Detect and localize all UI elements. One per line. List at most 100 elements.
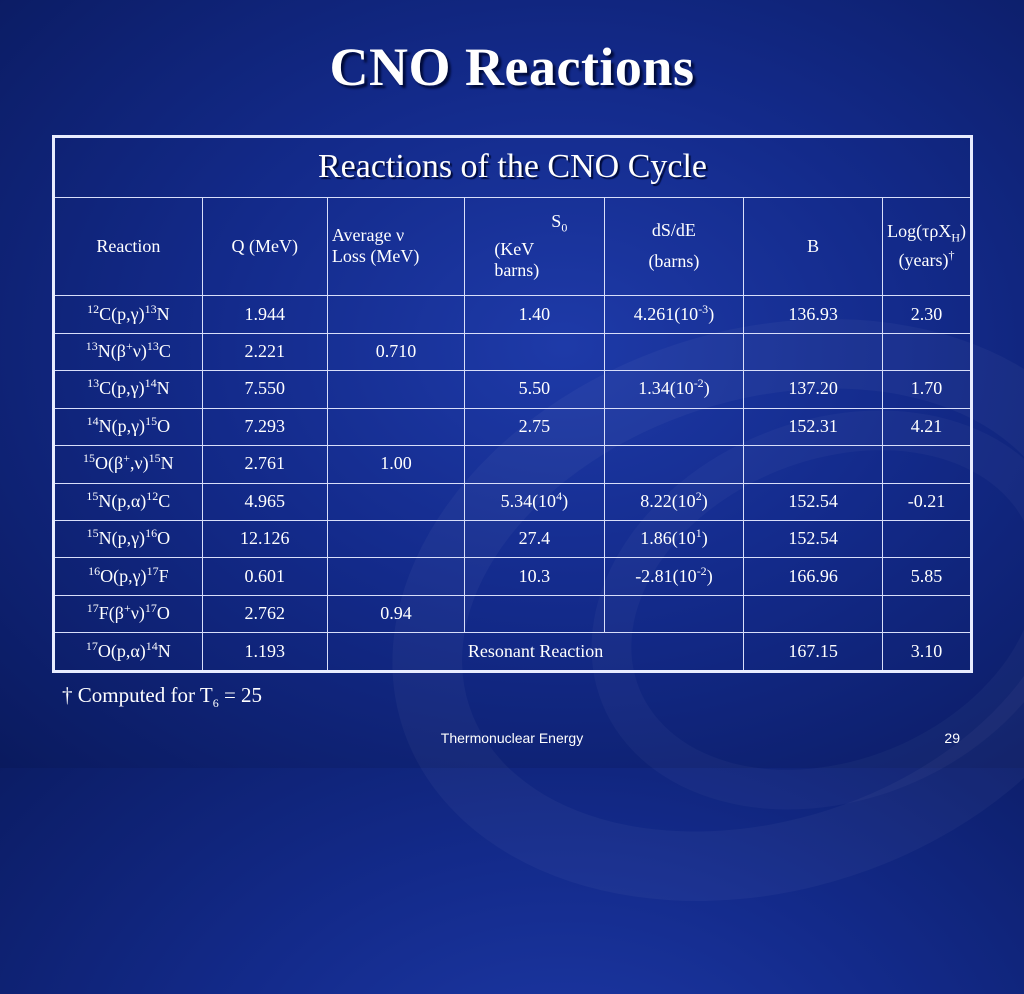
cno-reactions-table: Reactions of the CNO Cycle Reaction Q (M… [52, 135, 973, 673]
resonant-reaction-cell: Resonant Reaction [326, 632, 745, 672]
s0-value: 1.40 [518, 303, 551, 324]
reaction-cell: 15N(p,γ)16O [53, 519, 203, 559]
dsde-exponent: -2 [696, 563, 707, 578]
header-avg-line2: Loss (MeV) [331, 246, 420, 267]
footer-label: Thermonuclear Energy [440, 730, 584, 746]
reaction-text: N(p,α) [98, 490, 147, 511]
product-element: N [157, 640, 171, 661]
footnote-text: Computed for T [72, 683, 213, 707]
isotope-mass: 15 [145, 413, 158, 428]
reaction-cell: 15N(p,α)12C [53, 482, 203, 521]
isotope-mass: 12 [87, 301, 100, 316]
isotope-mass: 12 [146, 488, 159, 503]
log-cell [882, 445, 972, 484]
footnote-rest: = 25 [218, 683, 263, 707]
isotope-mass: 17 [85, 638, 98, 653]
avg-nu-loss-cell: 0.94 [326, 594, 466, 634]
isotope-mass: 15 [86, 526, 99, 541]
table-row: 15N(p,γ)16O 12.126 27.4 1.86(101) 152.54 [53, 519, 972, 559]
product-element: O [157, 415, 171, 436]
dsde-cell [603, 594, 745, 634]
b-cell: 167.15 [743, 632, 884, 672]
product-element: O [157, 528, 171, 549]
table-row: 13C(p,γ)14N 7.550 5.50 1.34(10-2) 137.20 1.70 [53, 370, 972, 409]
isotope-mass: 15 [86, 488, 99, 503]
dsde-value: 4.261(10 [633, 303, 699, 324]
header-log-dagger: † [948, 248, 955, 263]
header-reaction: Reaction [53, 196, 203, 297]
s0-value: 10.3 [518, 565, 551, 586]
reaction-cell: 14N(p,γ)15O [53, 407, 203, 447]
dsde-tail: ) [701, 490, 708, 511]
header-log: Log(τρXH) (years)† [882, 196, 972, 297]
log-cell: 5.85 [882, 557, 972, 596]
b-cell: 152.54 [743, 482, 884, 521]
dsde-exponent: 2 [695, 488, 702, 503]
s0-cell [464, 594, 605, 634]
table-row: 13N(β+ν)13C 2.221 0.710 [53, 332, 972, 372]
q-cell: 4.965 [201, 482, 328, 521]
b-cell [743, 332, 884, 372]
b-cell [743, 445, 884, 484]
product-element: F [158, 565, 169, 586]
avg-nu-loss-cell [326, 519, 466, 559]
log-cell: 1.70 [882, 370, 972, 409]
s0-exponent: 4 [556, 488, 563, 503]
s0-cell: 2.75 [464, 407, 605, 447]
q-cell: 7.293 [201, 407, 328, 447]
dagger-symbol: † [62, 683, 73, 707]
header-log-post: ) [960, 220, 966, 241]
s0-cell [464, 445, 605, 484]
avg-nu-loss-cell [326, 295, 466, 334]
header-avg-nu-loss: Average ν Loss (MeV) [326, 196, 466, 297]
table-row: 15N(p,α)12C 4.965 5.34(104) 8.22(102) 152.54… [53, 482, 972, 521]
dsde-cell [603, 445, 745, 484]
reaction-text: C(p,γ) [99, 378, 145, 399]
s0-value: 27.4 [518, 528, 551, 549]
isotope-mass: 15 [148, 451, 161, 466]
header-log-pre: Log(τρX [887, 220, 952, 241]
header-log-sub: H [951, 230, 960, 245]
beta-plus-sup: + [125, 339, 133, 353]
footnote-sub: 6 [212, 696, 219, 711]
avg-nu-loss-cell: 0.710 [326, 332, 466, 372]
header-dsde-line1: dS/dE [651, 219, 696, 240]
b-cell: 152.31 [743, 407, 884, 447]
s0-value: 5.34(10 [500, 490, 557, 511]
table-row: 17O(p,α)14N 1.193 Resonant Reaction 167.… [53, 632, 972, 672]
reaction-text: N(p,γ) [98, 528, 146, 549]
dsde-value: -2.81(10 [635, 565, 697, 586]
reaction-text: O(p,α) [97, 640, 146, 661]
dsde-cell: 8.22(102) [603, 482, 745, 521]
header-s0-sub: 0 [561, 220, 568, 235]
q-cell: 0.601 [201, 557, 328, 596]
dsde-cell: 4.261(10-3) [603, 295, 745, 334]
header-s0-symbol: S [551, 211, 562, 232]
footnote: † Computed for T6 = 25 [62, 683, 263, 711]
q-cell: 2.762 [201, 594, 328, 634]
header-s0-line2: (KeV [494, 238, 535, 259]
dsde-cell: -2.81(10-2) [603, 557, 745, 596]
page-number: 29 [944, 730, 960, 746]
dsde-tail: ) [708, 303, 715, 324]
b-cell: 136.93 [743, 295, 884, 334]
b-cell: 166.96 [743, 557, 884, 596]
avg-nu-loss-cell [326, 407, 466, 447]
slide-title: CNO Reactions [329, 37, 695, 97]
reaction-text: F(β [98, 603, 124, 624]
reaction-text-tail: ν) [130, 603, 145, 624]
header-log-line2: (years) [898, 250, 949, 271]
dsde-cell: 1.34(10-2) [603, 370, 745, 409]
beta-plus-sup: + [123, 451, 130, 466]
table-caption: Reactions of the CNO Cycle [53, 136, 972, 198]
product-element: O [156, 603, 170, 624]
s0-cell: 1.40 [464, 295, 605, 334]
reaction-cell: 17O(p,α)14N [53, 632, 203, 672]
header-q: Q (MeV) [201, 196, 328, 297]
dsde-exponent: 1 [695, 526, 702, 541]
isotope-mass: 14 [145, 638, 158, 653]
reaction-cell: 13N(β+ν)13C [53, 332, 203, 372]
avg-nu-loss-cell [326, 370, 466, 409]
avg-nu-loss-cell [326, 482, 466, 521]
header-avg-line1: Average ν [331, 224, 405, 245]
